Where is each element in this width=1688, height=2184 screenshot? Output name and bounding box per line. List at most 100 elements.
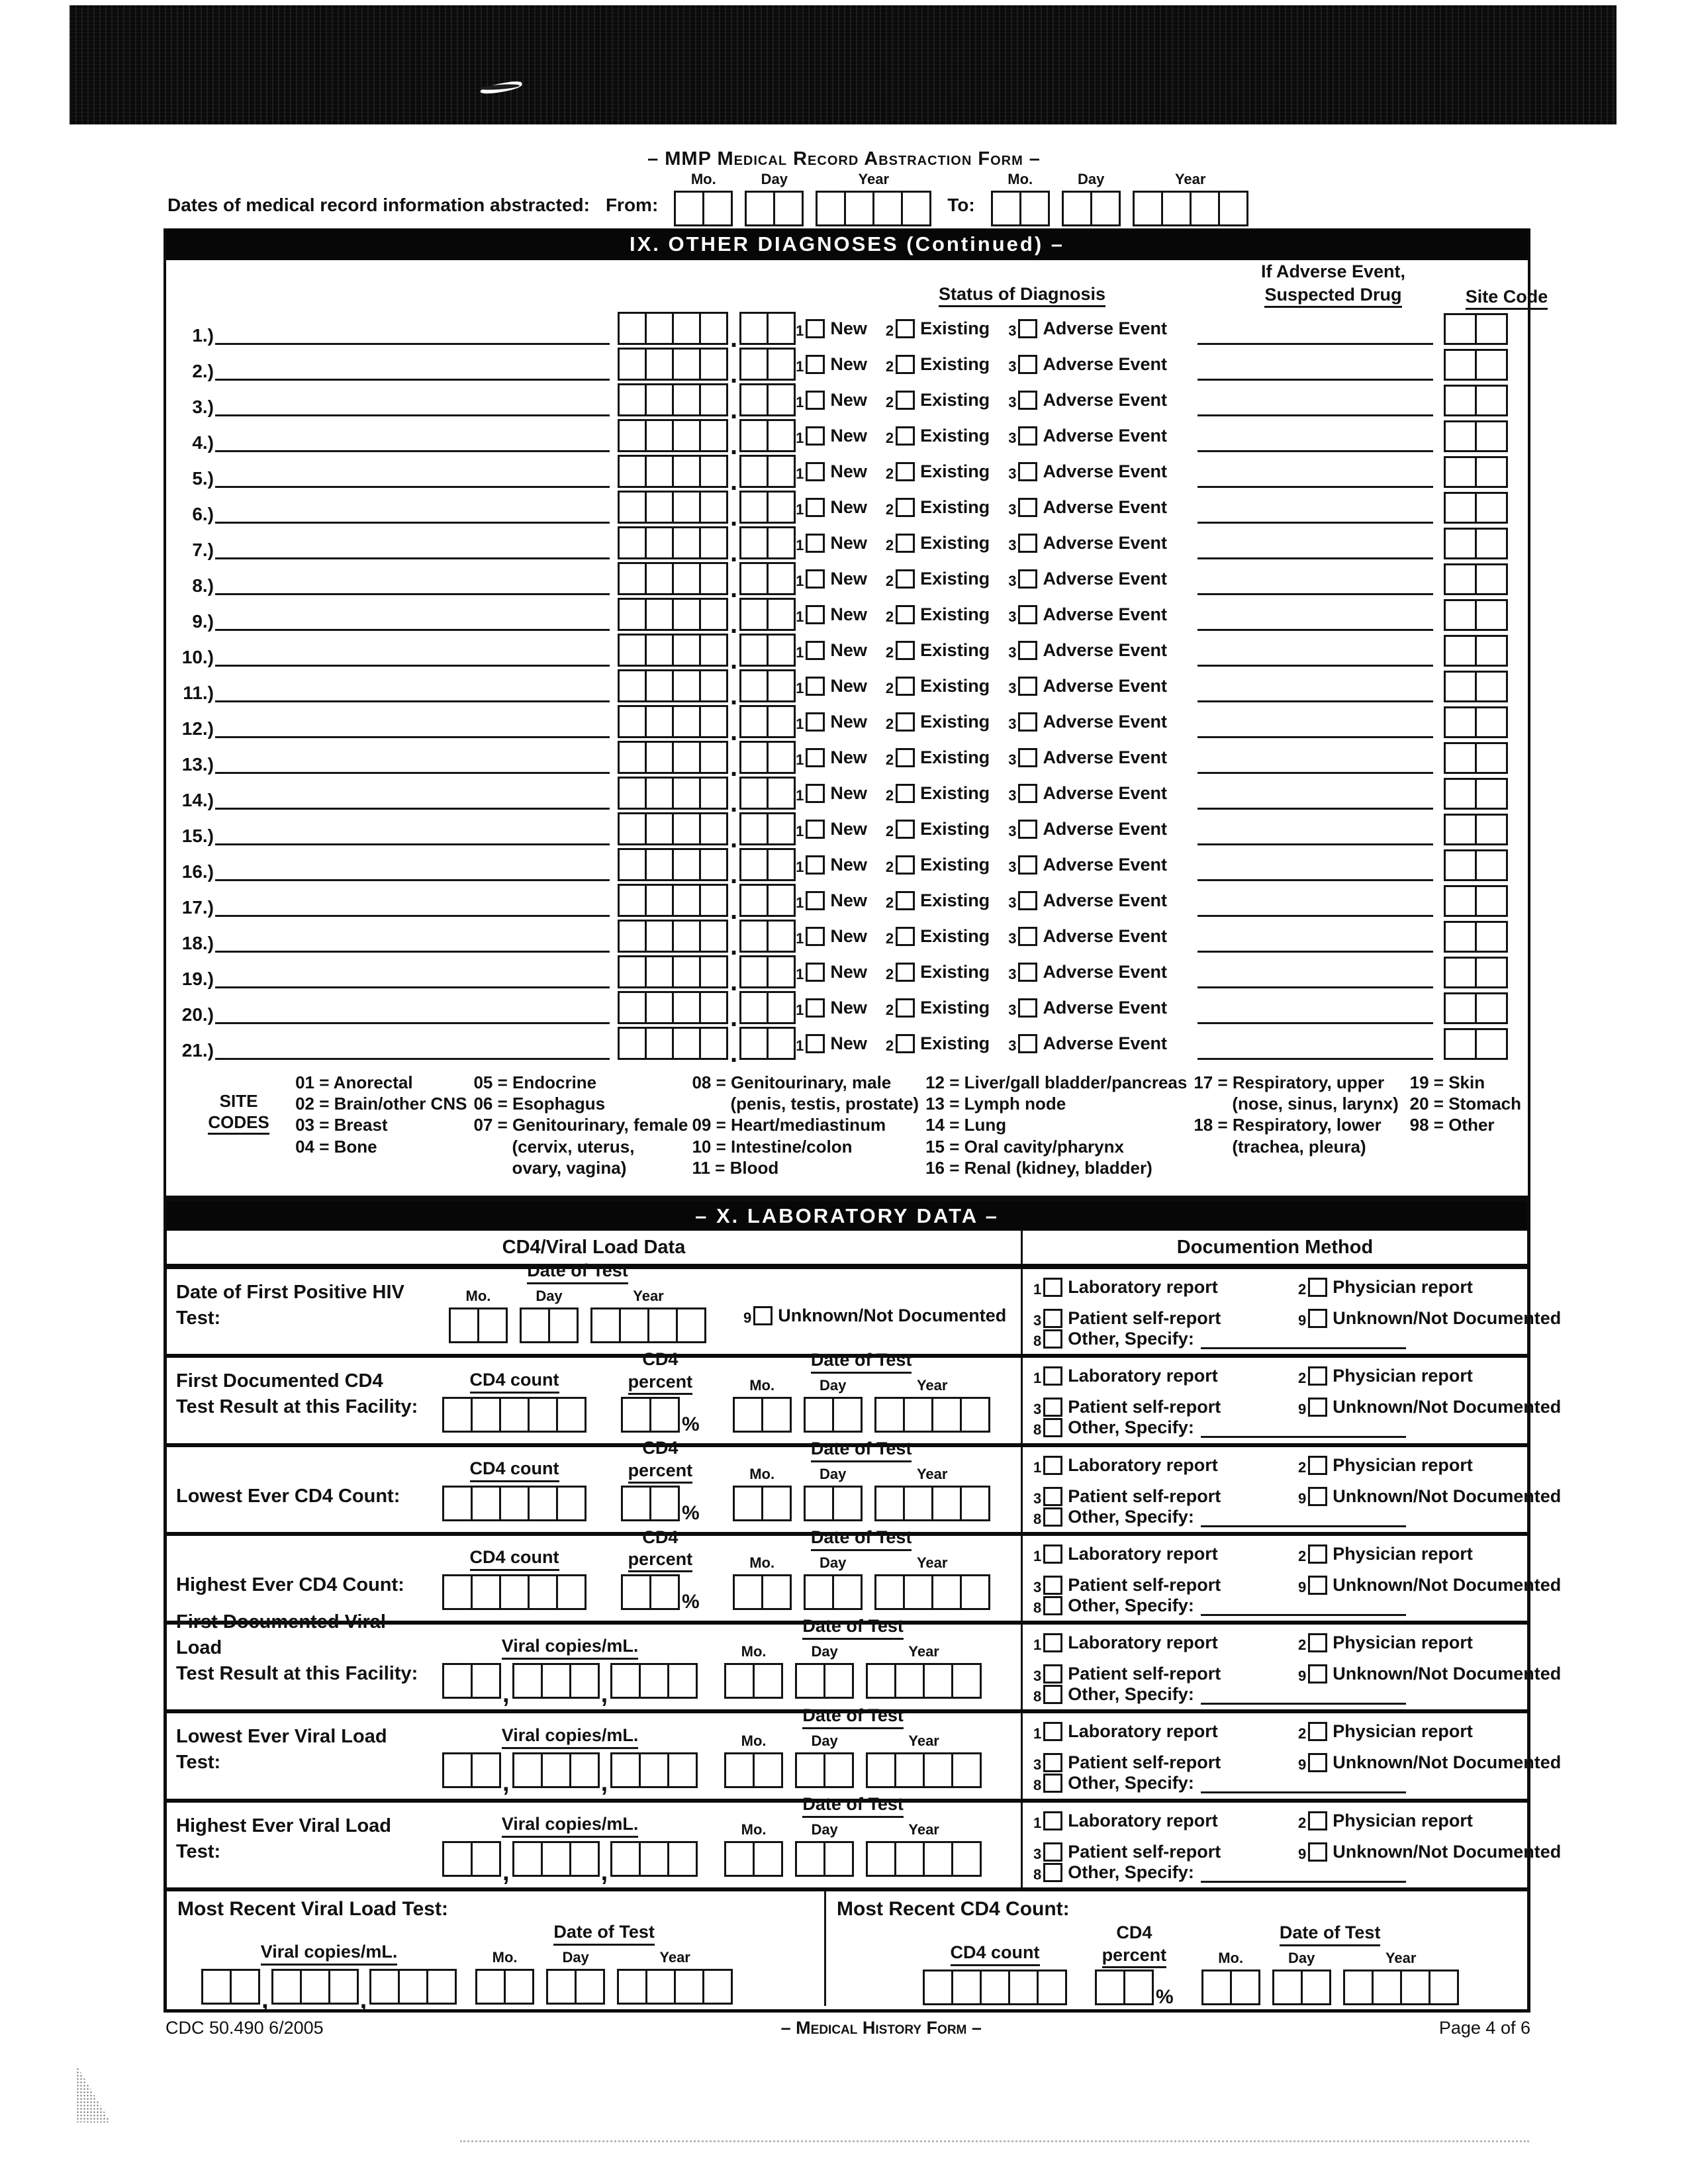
doc-option-unknown[interactable]: 9 Unknown/Not Documented [1298,1486,1561,1507]
new-checkbox[interactable] [806,355,825,374]
code-whole-boxes[interactable] [618,634,728,667]
month-boxes[interactable] [449,1307,508,1344]
status-option-adverse-event[interactable]: 3 Adverse Event [1008,712,1167,732]
laboratory-report-checkbox[interactable] [1043,1366,1063,1386]
entry-box[interactable] [699,741,728,774]
code-decimal-boxes[interactable] [739,741,796,774]
entry-box[interactable] [639,1663,670,1699]
cd4-percent-boxes[interactable] [1095,1970,1154,2006]
entry-box[interactable] [672,955,701,988]
entry-box[interactable] [618,312,647,345]
entry-box[interactable] [1444,599,1477,631]
entry-box[interactable] [923,1840,954,1877]
physician-report-checkbox[interactable] [1308,1811,1328,1830]
entry-box[interactable] [831,1485,863,1521]
entry-box[interactable] [676,1307,706,1344]
entry-box[interactable] [702,191,733,226]
physician-report-checkbox[interactable] [1308,1455,1328,1475]
laboratory-report-checkbox[interactable] [1043,1811,1063,1830]
diagnosis-write-line[interactable] [215,1020,610,1024]
unknown-checkbox[interactable] [1308,1398,1328,1417]
entry-box[interactable] [1371,1970,1402,2006]
entry-box[interactable] [442,1840,473,1877]
entry-box[interactable] [548,1307,579,1344]
code-whole-boxes[interactable] [618,383,728,416]
entry-box[interactable] [618,955,647,988]
suspected-drug-line[interactable] [1197,912,1434,917]
entry-box[interactable] [1475,671,1509,702]
entry-box[interactable] [1090,191,1121,226]
entry-box[interactable] [645,991,674,1024]
entry-box[interactable] [739,1027,769,1060]
entry-box[interactable] [1444,706,1477,738]
code-decimal-boxes[interactable] [739,634,796,667]
entry-box[interactable] [866,1663,897,1699]
status-option-existing[interactable]: 2 Existing [886,426,990,446]
suspected-drug-line[interactable] [1197,591,1434,595]
entry-box[interactable] [1475,814,1509,845]
diagnosis-write-line[interactable] [215,626,610,631]
year-boxes[interactable] [866,1840,982,1877]
patient-self-report-checkbox[interactable] [1043,1664,1063,1684]
status-option-existing[interactable]: 2 Existing [886,461,990,482]
entry-box[interactable] [471,1396,501,1433]
adverse-event-checkbox[interactable] [1018,426,1038,446]
entry-box[interactable] [803,1574,834,1611]
entry-box[interactable] [618,598,647,631]
status-option-existing[interactable]: 2 Existing [886,640,990,661]
entry-box[interactable] [1342,1970,1374,2006]
adverse-event-checkbox[interactable] [1018,462,1038,481]
entry-box[interactable] [1444,313,1477,345]
diagnosis-write-line[interactable] [215,412,610,416]
physician-report-checkbox[interactable] [1308,1366,1328,1386]
viral-copies-boxes-ones[interactable] [610,1663,698,1699]
entry-box[interactable] [645,348,674,381]
existing-checkbox[interactable] [896,1034,915,1053]
status-option-adverse-event[interactable]: 3 Adverse Event [1008,390,1167,410]
site-code-boxes[interactable] [1444,492,1509,524]
status-option-new[interactable]: 1 New [796,855,867,875]
status-option-new[interactable]: 1 New [796,998,867,1018]
year-boxes[interactable] [590,1307,706,1344]
status-option-adverse-event[interactable]: 3 Adverse Event [1008,426,1167,446]
suspected-drug-line[interactable] [1197,662,1434,667]
entry-box[interactable] [442,1396,473,1433]
entry-box[interactable] [667,1663,698,1699]
entry-box[interactable] [442,1752,473,1788]
month-boxes[interactable] [990,191,1050,226]
entry-box[interactable] [618,348,647,381]
cd4-count-boxes[interactable] [442,1485,586,1521]
diagnosis-write-line[interactable] [215,519,610,524]
code-decimal-boxes[interactable] [739,812,796,845]
entry-box[interactable] [699,455,728,488]
entry-box[interactable] [1229,1970,1260,2006]
diagnosis-write-line[interactable] [215,984,610,988]
status-option-existing[interactable]: 2 Existing [886,533,990,553]
month-boxes[interactable] [732,1574,792,1611]
entry-box[interactable] [618,455,647,488]
entry-box[interactable] [739,812,769,845]
status-option-new[interactable]: 1 New [796,1033,867,1054]
other-checkbox[interactable] [1043,1774,1063,1793]
code-decimal-boxes[interactable] [739,1027,796,1060]
status-option-adverse-event[interactable]: 3 Adverse Event [1008,926,1167,947]
entry-box[interactable] [931,1396,962,1433]
entry-box[interactable] [1444,1028,1477,1060]
new-checkbox[interactable] [806,677,825,696]
entry-box[interactable] [739,991,769,1024]
site-code-boxes[interactable] [1444,385,1509,416]
viral-copies-boxes-ones[interactable] [610,1752,698,1788]
entry-box[interactable] [1123,1970,1154,2006]
status-option-adverse-event[interactable]: 3 Adverse Event [1008,890,1167,911]
adverse-event-checkbox[interactable] [1018,498,1038,517]
entry-box[interactable] [739,419,769,452]
unknown-checkbox[interactable] [1308,1664,1328,1684]
entry-box[interactable] [645,705,674,738]
status-option-adverse-event[interactable]: 3 Adverse Event [1008,354,1167,375]
entry-box[interactable] [894,1752,925,1788]
status-option-existing[interactable]: 2 Existing [886,998,990,1018]
site-code-boxes[interactable] [1444,885,1509,917]
viral-copies-boxes-millions[interactable] [442,1663,501,1699]
entry-box[interactable] [667,1840,698,1877]
unknown-checkbox[interactable] [1308,1486,1328,1506]
